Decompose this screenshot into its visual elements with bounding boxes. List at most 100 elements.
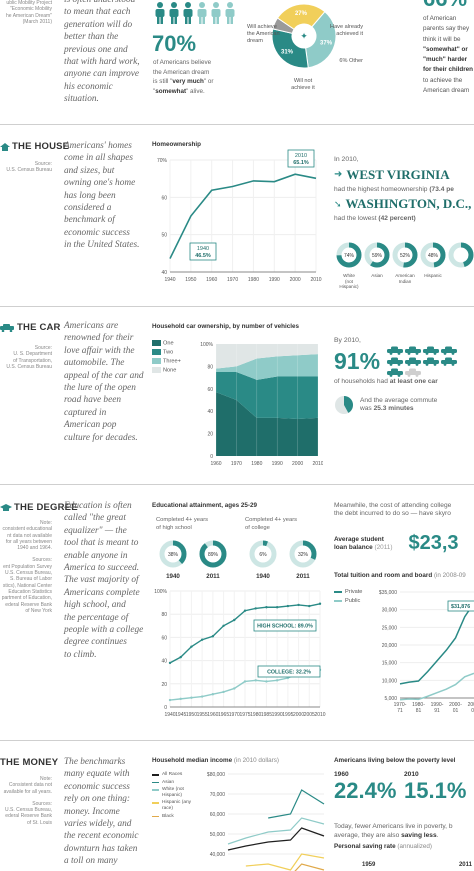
commute-row: And the average commute was 25.3 minutes	[334, 395, 474, 415]
y-tick: 25,000	[382, 625, 398, 631]
income-subtitle: (in 2010 dollars)	[233, 757, 280, 764]
desc-line: the American dream	[153, 68, 210, 76]
data-point	[233, 687, 236, 690]
series-tag-box	[447, 600, 474, 612]
x-tick: 1990	[272, 712, 283, 718]
desc-line: the debt incurred to do so — have skyro	[334, 509, 451, 517]
car-desc: of households had at least one car	[334, 378, 474, 386]
quote-line: captured in	[64, 407, 107, 418]
commute-mid: was	[360, 405, 372, 412]
quote-line: people with a college	[64, 625, 144, 636]
data-point	[168, 698, 172, 702]
commute-clock-icon	[335, 396, 353, 414]
poverty-desc: Today, fewer Americans live in poverty, …	[334, 822, 474, 840]
data-point	[190, 645, 193, 648]
x-tick: 1960	[210, 461, 221, 467]
source-line: stics), National Center	[2, 582, 52, 589]
quote-line: to mean that each	[64, 7, 131, 18]
attainment-ring: 38% 1940	[156, 540, 190, 584]
data-point	[168, 661, 172, 665]
ring-chart: 48%	[420, 242, 446, 268]
parents-desc: of American parents say they think it will…	[423, 14, 474, 96]
quote-line: is often understood	[64, 0, 136, 5]
slice-label: Will achieve	[247, 24, 277, 30]
x-tick: 09	[471, 708, 474, 714]
y-tick: 20,000	[382, 643, 398, 649]
race-ring: 48% Hispanic	[420, 242, 446, 290]
quote-line: better than the	[64, 32, 119, 43]
quote-line: many equate with	[64, 769, 130, 780]
car-icon	[387, 346, 404, 355]
ring-chart: 59%	[364, 242, 390, 268]
quote-line: owning one's home	[64, 178, 136, 189]
x-tick: 1970	[229, 712, 240, 718]
annotation-text: 65.1%	[293, 160, 309, 166]
source-line: Education Statistics	[8, 588, 52, 595]
section-title: THE CAR	[17, 322, 61, 333]
x-tick: 1940	[164, 712, 175, 718]
saving-subtitle: (annualized)	[397, 843, 433, 850]
y-tick: $35,000	[379, 590, 397, 596]
loan-row: Average student loan balance (2011) $23,3	[334, 532, 474, 555]
pie-slice	[276, 3, 326, 30]
ring-label: White	[343, 273, 355, 278]
eagle-icon: ✦	[300, 31, 308, 41]
y-tick: 0	[164, 705, 167, 711]
quote-line: downturn has taken	[64, 843, 138, 854]
desc-line: of Americans believe	[153, 59, 212, 66]
ring-label: Indian	[398, 278, 412, 284]
desc-line: "somewhat" alive.	[153, 87, 205, 95]
y-tick: 60	[207, 387, 213, 393]
legend-item: Asian	[152, 780, 196, 786]
ring-chart: 74%	[336, 242, 362, 268]
low-state-row: ➘ WASHINGTON, D.C.,	[334, 196, 474, 212]
ring-year: 1940	[256, 573, 270, 580]
dream-desc: of Americans believe the American dream is…	[153, 58, 243, 96]
quote-line: Americans are	[64, 321, 119, 331]
label-line: of high school	[156, 524, 192, 531]
data-point	[200, 638, 204, 641]
degree-rings: 38% 1940 89% 2011 6% 1940 32% 2011	[156, 540, 326, 584]
x-tick: 1950	[185, 277, 196, 283]
source-line: Source:	[34, 161, 52, 167]
quote-line: previous one and	[64, 44, 128, 55]
data-point	[211, 635, 215, 638]
desc-line: think it will be	[423, 35, 461, 43]
x-tick: 1960	[206, 277, 217, 283]
top-state-row: ➜ WEST VIRGINIA	[334, 167, 474, 183]
y-tick: 50	[161, 233, 167, 239]
series-tag: $31,876	[451, 604, 470, 610]
y-tick: 100%	[200, 342, 213, 348]
data-point	[179, 655, 182, 659]
chart-title: Educational attainment, ages 25-29	[152, 502, 257, 509]
x-tick: 1950	[186, 712, 197, 718]
y-tick: 80	[207, 364, 213, 370]
ring-pct: 6%	[259, 552, 267, 558]
car-icon	[405, 346, 422, 355]
saving-year-start: 1959	[362, 862, 376, 868]
ring-pct: 38%	[168, 552, 179, 558]
legend-swatch	[334, 600, 342, 602]
tuition-chart: 5,000 10,000 15,000 20,000 25,000 30,000 $35,0…	[379, 590, 474, 714]
series-tag-box	[253, 619, 317, 632]
quote-line: come in all shapes	[64, 153, 133, 164]
source-line: of New York	[25, 607, 52, 614]
house-header: THE HOUSE	[0, 141, 69, 152]
ring-pct: 32%	[298, 552, 309, 558]
y-tick: 40	[161, 659, 167, 665]
quote-line: appeal of the car and	[64, 370, 144, 381]
money-header: THE MONEY	[0, 757, 58, 768]
series-line	[227, 817, 325, 845]
label-line: Completed 4+ years	[156, 517, 209, 523]
ring-chart	[448, 242, 474, 268]
loan-label-line: Average student	[334, 535, 384, 543]
x-tick: 2000	[292, 461, 303, 467]
source-line: U. S. Department	[13, 351, 52, 358]
car-icon	[423, 346, 440, 355]
quote-line: the recent economic	[64, 831, 139, 842]
dream-pct: 70%	[152, 31, 197, 56]
source-line: U.S. Census Bureau	[6, 363, 52, 370]
data-point	[243, 609, 247, 612]
annotation-text: 1940	[197, 246, 209, 252]
